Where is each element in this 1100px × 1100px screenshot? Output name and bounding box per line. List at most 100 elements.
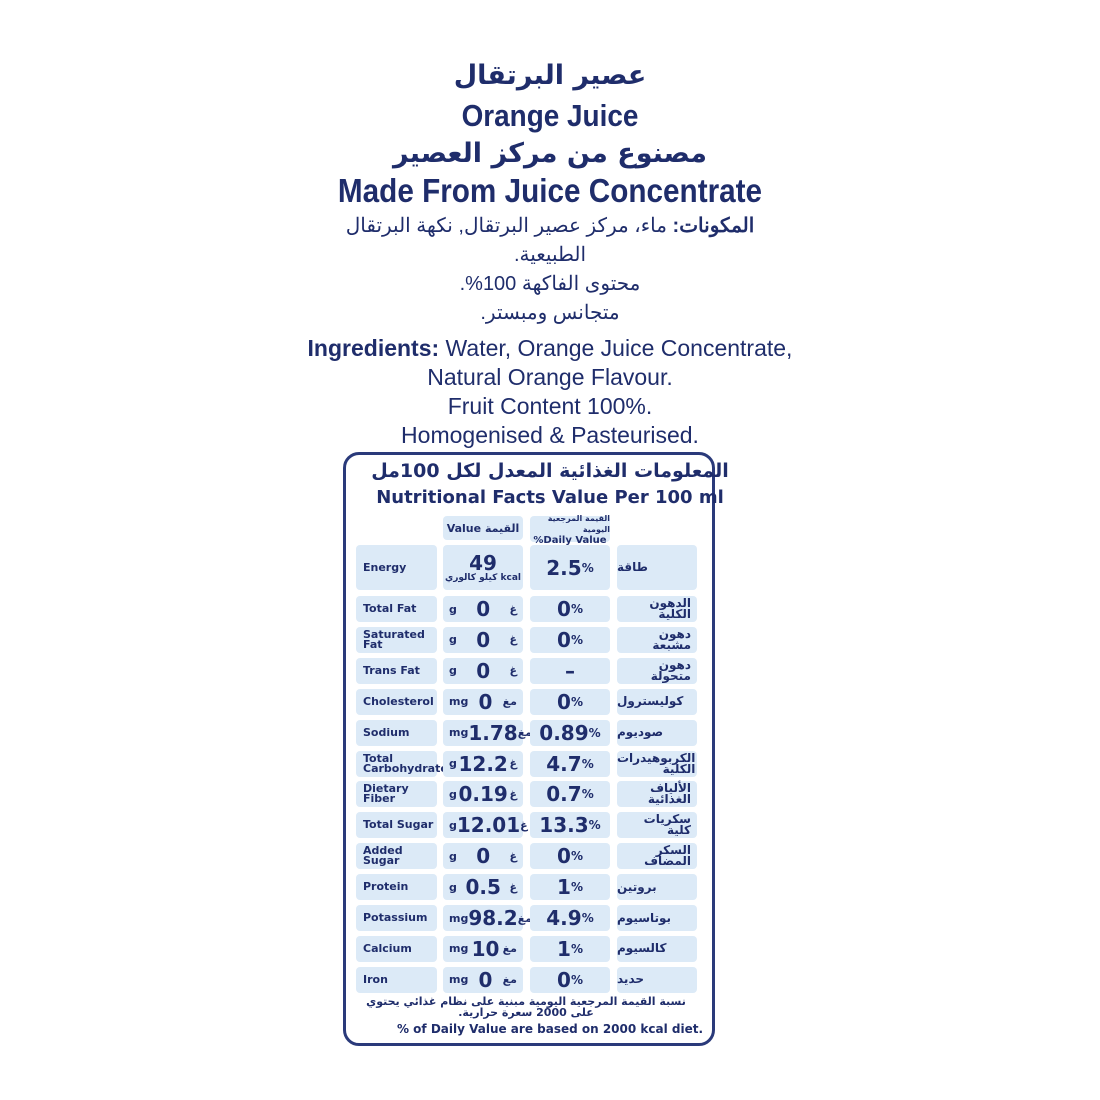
unit-en: g	[449, 757, 457, 770]
ingredients-english: Ingredients: Water, Orange Juice Concent…	[0, 334, 1100, 450]
row-value: mg 1.78 مغ	[443, 719, 532, 746]
row-label-ar: الكربوهيدرات الكلية	[616, 750, 697, 777]
dv-number: 0	[557, 597, 571, 621]
row-label-ar: الدهون الكلية	[617, 596, 697, 622]
dv-number: 1	[557, 875, 571, 900]
dv-number: 0	[557, 967, 571, 992]
dv-number: 1	[557, 936, 571, 961]
row-value: g 0 غ	[443, 843, 523, 870]
dv-number: 0	[557, 689, 571, 714]
row-label-ar: السكر المضاف	[617, 843, 697, 870]
row-label-ar: صوديوم	[617, 719, 697, 746]
subtitle-english: Made From Juice Concentrate	[337, 172, 763, 209]
unit-ar: غ	[509, 757, 517, 770]
unit-ar: غ	[509, 849, 517, 863]
value-number: 0.19	[458, 782, 508, 807]
percent-sign: %	[581, 787, 594, 802]
percent-sign: %	[570, 972, 583, 987]
row-daily-value: 1%	[530, 935, 610, 962]
ingredients-ar-line: متجانس ومبستر.	[480, 302, 620, 324]
row-label: Trans Fat	[356, 657, 437, 684]
dv-number: 2.5	[546, 555, 582, 580]
row-value: g 0 غ	[443, 657, 523, 684]
percent-sign: %	[588, 725, 601, 740]
unit-ar: مغ	[502, 973, 517, 987]
dv-number: 4.9	[546, 906, 582, 930]
ingredients-en-line: Fruit Content 100%.	[447, 393, 653, 419]
row-label-ar: سكريات كلية	[617, 812, 697, 839]
row-label: Cholesterol	[356, 688, 437, 715]
unit-ar: مغ	[502, 695, 517, 709]
row-daily-value: 0.7%	[530, 781, 610, 808]
dv-number: 0	[557, 844, 571, 869]
unit-en: g	[449, 849, 457, 863]
value-number: 12.01	[456, 813, 521, 838]
dv-number: –	[565, 658, 575, 683]
subtitle-arabic: مصنوع من مركز العصير	[393, 138, 707, 169]
percent-sign: %	[581, 560, 594, 575]
value-number: 0	[476, 658, 491, 683]
percent-sign: %	[570, 849, 583, 864]
row-daily-value: 0%	[530, 688, 610, 715]
ingredients-en-line: Natural Orange Flavour.	[427, 364, 673, 390]
dv-number: 4.7	[546, 751, 582, 776]
unit-en: mg	[449, 942, 469, 956]
row-value: g 0 غ	[443, 596, 523, 622]
row-label: Sodium	[356, 719, 437, 746]
ingredients-label-ar: المكونات:	[672, 215, 755, 237]
header-daily-value: القيمة المرجعية اليومية %Daily Value	[530, 513, 610, 546]
value-number: 0	[478, 967, 493, 992]
unit-en: g	[449, 664, 457, 678]
row-daily-value: 0%	[530, 596, 610, 622]
percent-sign: %	[570, 880, 583, 895]
unit-en: g	[449, 602, 457, 616]
row-label: Dietary Fiber	[356, 781, 437, 808]
unit-ar: غ	[520, 818, 528, 832]
table-title-english: Nutritional Facts Value Per 100 ml	[376, 487, 724, 508]
header-dv-ar: القيمة المرجعية اليومية	[547, 513, 610, 534]
value-number: 0.5	[465, 875, 501, 900]
title-english: Orange Juice	[461, 98, 639, 133]
footnote-english: % of Daily Value are based on 2000 kcal …	[396, 1022, 704, 1036]
energy-label: Energy	[356, 545, 437, 590]
row-value: mg 10 مغ	[443, 935, 523, 962]
row-daily-value: –	[530, 657, 610, 684]
row-label: Saturated Fat	[356, 626, 437, 653]
title-arabic: عصير البرتقال	[453, 60, 647, 91]
row-value: g 0.5 غ	[443, 874, 523, 901]
value-number: 10	[471, 936, 500, 961]
row-label: Protein	[356, 874, 437, 901]
header-value: Value القيمة	[443, 516, 523, 540]
energy-label-ar: طاقة	[617, 545, 697, 590]
dv-number: 0.7	[546, 782, 582, 807]
unit-ar: غ	[509, 880, 517, 894]
value-number: 98.2	[468, 906, 518, 930]
unit-en: mg	[449, 911, 469, 925]
unit-ar: غ	[509, 633, 517, 647]
row-value: mg 98.2 مغ	[443, 905, 532, 931]
value-number: 0	[476, 627, 491, 652]
footnote-arabic: نسبة القيمة المرجعية اليومية مبنية على ن…	[366, 995, 686, 1019]
percent-sign: %	[581, 756, 594, 771]
row-label: Calcium	[356, 935, 437, 962]
row-label-ar: حديد	[617, 966, 697, 993]
percent-sign: %	[570, 694, 583, 709]
ingredients-en-line: Homogenised & Pasteurised.	[401, 422, 699, 448]
ingredients-arabic: المكونات: ماء، مركز عصير البرتقال, نكهة …	[0, 212, 1100, 328]
row-daily-value: 4.7%	[530, 750, 610, 777]
percent-sign: %	[570, 602, 583, 616]
energy-value: 49 كيلو كالوري kcal	[443, 545, 523, 590]
row-value: g 12.01 غ	[443, 812, 528, 839]
value-number: 0	[476, 844, 491, 869]
value-number: 0	[476, 597, 491, 621]
header-dv-en: %Daily Value	[533, 534, 607, 546]
row-label-ar: كالسيوم	[617, 935, 697, 962]
unit-ar: مغ	[517, 911, 533, 925]
unit-en: mg	[449, 973, 469, 987]
table-title-arabic: المعلومات الغذائية المعدل لكل 100مل	[371, 460, 729, 482]
ingredients-label-en: Ingredients:	[307, 335, 440, 361]
dv-number: 0	[557, 627, 571, 652]
ingredients-ar-line: محتوى الفاكهة 100%.	[459, 273, 641, 295]
energy-unit: كيلو كالوري kcal	[444, 572, 522, 583]
percent-sign: %	[581, 911, 594, 925]
